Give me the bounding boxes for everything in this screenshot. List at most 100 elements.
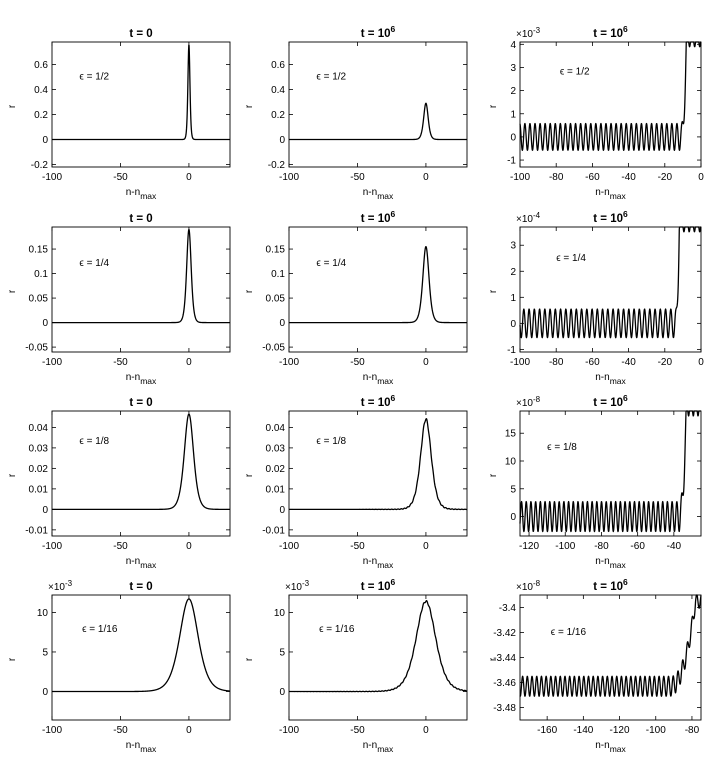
y-tick-label: 0.05	[266, 294, 286, 305]
y-tick-label: 0	[42, 318, 48, 329]
axes-box	[519, 226, 702, 353]
y-axis-label: r	[488, 104, 499, 108]
y-tick-label: -1	[507, 345, 516, 356]
panel-4-2: -100 -50 0 0 5 10 t = 106 ×10-3 r n-nmax ϵ = 1/16	[244, 577, 468, 754]
x-tick-label: -80	[549, 172, 564, 183]
y-tick-label: 0.2	[34, 110, 48, 121]
y-tick-label: 2	[510, 267, 516, 278]
axes-box	[51, 41, 231, 168]
y-tick-label: 5	[42, 647, 48, 658]
x-tick-label: -50	[350, 357, 365, 368]
panel-title: t = 106	[593, 209, 628, 225]
y-axis-label: r	[488, 657, 499, 661]
x-tick-label: 0	[186, 541, 192, 552]
x-tick-label: -160	[537, 725, 557, 736]
y-tick-label: 0.15	[266, 245, 286, 256]
y-tick-label: -0.2	[268, 160, 286, 171]
series-line	[288, 600, 468, 693]
axes-box	[288, 226, 468, 353]
y-tick-label: -0.05	[25, 343, 48, 354]
y-tick-label: 0.6	[271, 60, 285, 71]
x-axis-label: n-nmax	[595, 372, 626, 386]
panel-title: t = 106	[361, 393, 396, 409]
x-tick-label: -80	[549, 357, 564, 368]
x-axis-label: n-nmax	[126, 372, 157, 386]
x-tick-label: -40	[667, 541, 682, 552]
y-tick-label: -3.46	[493, 678, 516, 689]
x-tick-label: 0	[698, 357, 704, 368]
epsilon-annotation: ϵ = 1/8	[316, 436, 346, 447]
y-tick-label: 0.2	[271, 110, 285, 121]
y-axis-label: r	[7, 657, 18, 661]
y-tick-label: -3.4	[499, 603, 517, 614]
y-tick-label: 0	[510, 132, 516, 143]
y-tick-label: -3.48	[493, 703, 516, 714]
y-axis-label: r	[7, 289, 18, 293]
y-tick-label: 0	[42, 135, 48, 146]
y-tick-label: -0.05	[262, 343, 285, 354]
x-axis-label: n-nmax	[363, 556, 394, 570]
y-tick-label: 0.04	[266, 423, 286, 434]
y-tick-label: 5	[510, 484, 516, 495]
series-line	[51, 228, 231, 324]
panel-4-1: -100 -50 0 0 5 10 t = 0 ×10-3 r n-nmax ϵ = 1/16	[7, 579, 231, 754]
series-line	[519, 41, 702, 151]
axis-multiplier: ×10-4	[516, 211, 541, 225]
panel-1-2: -100 -50 0 -0.2 0 0.2 0.4 0.6 t = 106 r n-nmax ϵ = …	[244, 24, 468, 201]
y-tick-label: 0.01	[29, 484, 49, 495]
axis-multiplier: ×10-3	[48, 579, 73, 593]
x-tick-label: -100	[42, 357, 62, 368]
y-tick-label: 0.4	[271, 85, 285, 96]
epsilon-annotation: ϵ = 1/2	[79, 72, 109, 83]
y-tick-label: 3	[510, 241, 516, 252]
panel-title: t = 106	[361, 24, 396, 40]
y-axis-label: r	[7, 473, 18, 477]
x-tick-label: -100	[279, 725, 299, 736]
y-tick-label: 10	[37, 608, 49, 619]
y-tick-label: 10	[274, 608, 286, 619]
y-axis-label: r	[244, 657, 255, 661]
x-tick-label: -60	[630, 541, 645, 552]
x-tick-label: -100	[510, 172, 530, 183]
x-tick-label: -80	[594, 541, 609, 552]
panel-3-2: -100 -50 0 -0.01 0 0.01 0.02 0.03 0.04 t = 106 r n-…	[244, 393, 468, 570]
y-axis-label: r	[244, 473, 255, 477]
axes-box	[51, 410, 231, 537]
y-axis-label: r	[488, 289, 499, 293]
y-tick-label: 10	[505, 457, 517, 468]
series-line	[51, 413, 231, 511]
x-tick-label: -100	[510, 357, 530, 368]
y-tick-label: 0	[279, 505, 285, 516]
x-tick-label: -120	[610, 725, 630, 736]
y-tick-label: 4	[510, 40, 516, 51]
epsilon-annotation: ϵ = 1/2	[560, 66, 590, 77]
y-tick-label: 0.03	[29, 443, 49, 454]
x-tick-label: -100	[279, 541, 299, 552]
y-tick-label: -0.01	[25, 525, 48, 536]
x-axis-label: n-nmax	[126, 740, 157, 754]
x-tick-label: -20	[658, 357, 673, 368]
x-tick-label: -50	[350, 725, 365, 736]
epsilon-annotation: ϵ = 1/4	[556, 253, 586, 264]
y-axis-label: r	[244, 289, 255, 293]
y-tick-label: 0	[279, 318, 285, 329]
panel-1-3: -100 -80 -60 -40 -20 0 -1 0 1 2 3 4 t = 106 ×10-3 r n-n…	[488, 24, 704, 201]
y-tick-label: -0.2	[31, 160, 49, 171]
series-line	[51, 598, 231, 693]
y-tick-label: -3.44	[493, 653, 516, 664]
axes-box	[288, 594, 468, 721]
x-tick-label: 0	[423, 357, 429, 368]
panel-3-1: -100 -50 0 -0.01 0 0.01 0.02 0.03 0.04 t = 0 r n-nm…	[7, 397, 231, 570]
x-tick-label: 0	[423, 172, 429, 183]
x-tick-label: 0	[186, 725, 192, 736]
x-tick-label: -60	[585, 172, 600, 183]
x-tick-label: -100	[42, 172, 62, 183]
panel-4-3: -160 -140 -120 -100 -80 -3.48 -3.46 -3.44 -3.42 -…	[488, 577, 702, 754]
axes-box	[519, 594, 702, 721]
y-tick-label: 0.02	[29, 464, 49, 475]
panel-3-3: -120 -100 -80 -60 -40 0 5 10 15 t = 106 ×10-8 r n-nm…	[488, 393, 702, 570]
axis-multiplier: ×10-3	[516, 26, 541, 40]
y-tick-label: -3.42	[493, 628, 516, 639]
